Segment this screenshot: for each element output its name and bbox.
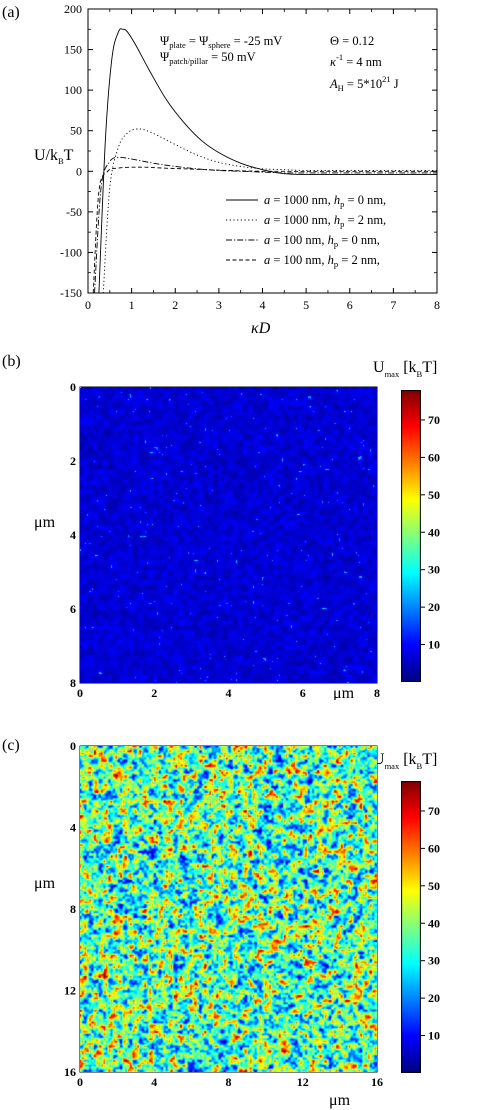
colorbar-tick-label: 70: [428, 413, 440, 427]
colorbar-title-c: Umax [kBT]: [373, 751, 437, 771]
heatmap-c: [80, 746, 377, 1072]
colorbar-tick-label: 40: [428, 525, 440, 539]
colorbar-tick-label: 10: [428, 1029, 440, 1043]
colorbar-tick-label: 20: [428, 991, 440, 1005]
y-tick-label: 100: [64, 83, 82, 97]
x-ticks-a: 0 1 2 3 4 5 6 7 8: [85, 9, 440, 312]
annotation-psi-1: Ψplate = Ψsphere = -25 mV: [160, 34, 282, 50]
colorbar-title-b: Umax [kBT]: [373, 359, 437, 379]
y-tick-label: 0: [76, 164, 82, 178]
colorbar-tick-label: 50: [428, 488, 440, 502]
annotation-theta: Θ = 0.12: [330, 34, 374, 48]
x-tick-label: 8: [434, 298, 440, 312]
y-tick-label: 6: [70, 602, 76, 616]
series-line-4: [92, 166, 437, 294]
x-tick-label: 12: [297, 1075, 309, 1089]
y-tick-label: 4: [70, 821, 76, 835]
x-tick-label: 3: [216, 298, 222, 312]
y-tick-label: 8: [70, 676, 76, 690]
x-tick-label: 8: [226, 1075, 232, 1089]
y-tick-label: 0: [70, 380, 76, 394]
plot-frame-a: [87, 8, 438, 294]
colorbar-tick-label: 30: [428, 563, 440, 577]
y-tick-label: 0: [70, 739, 76, 753]
colorbar-c: [401, 781, 421, 1073]
x-tick-label: 8: [374, 686, 380, 700]
colorbar-tick-label: 50: [428, 879, 440, 893]
x-tick-label: 4: [260, 298, 266, 312]
y-tick-label: 12: [64, 984, 76, 998]
colorbar-tick-label: 30: [428, 954, 440, 968]
x-tick-label: 7: [390, 298, 396, 312]
x-tick-label: 4: [226, 686, 232, 700]
y-tick-label: 2: [70, 454, 76, 468]
legend-label-3: a = 100 nm, hp = 0 nm,: [264, 233, 380, 249]
x-tick-label: 6: [347, 298, 353, 312]
x-tick-label: 0: [77, 686, 83, 700]
colorbar-tick-label: 60: [428, 450, 440, 464]
x-tick-label: 2: [151, 686, 157, 700]
y-tick-label: -100: [60, 245, 82, 259]
x-tick-label: 2: [172, 298, 178, 312]
series-line-2: [102, 128, 437, 294]
legend-a: a = 1000 nm, hp = 0 nm, a = 1000 nm, hp …: [226, 193, 386, 269]
x-axis-title-a: κD: [251, 320, 271, 337]
panel-label-c: (c): [2, 737, 20, 754]
x-tick-label: 16: [371, 1075, 383, 1089]
y-tick-label: 4: [70, 528, 76, 542]
x-axis-title-c: μm: [329, 1092, 351, 1109]
y-axis-title-c: μm: [34, 875, 56, 892]
x-tick-label: 6: [300, 686, 306, 700]
y-tick-label: 200: [64, 2, 82, 16]
colorbar-tick-label: 70: [428, 804, 440, 818]
annotation-psi-2: Ψpatch/pillar = 50 mV: [160, 50, 256, 66]
series-line-3: [94, 156, 437, 294]
panel-label-b: (b): [2, 353, 21, 370]
x-axis-title-b: μm: [333, 685, 355, 700]
y-axis-title-b: μm: [34, 514, 56, 531]
y-tick-label: 150: [64, 43, 82, 57]
x-tick-label: 4: [151, 1075, 157, 1089]
chart-a: (a) 200 150 100 50 0 -50 -100 -150 0 1 2 3 4 5 6 7 8 U/…: [2, 2, 440, 337]
heatmap-b: [80, 387, 377, 683]
y-tick-label: 50: [70, 124, 82, 138]
y-tick-label: 8: [70, 902, 76, 916]
legend-label-2: a = 1000 nm, hp = 2 nm,: [264, 213, 386, 229]
legend-label-1: a = 1000 nm, hp = 0 nm,: [264, 193, 386, 209]
series-group-a: [92, 28, 437, 294]
colorbar-b: [401, 390, 421, 682]
colorbar-tick-label: 10: [428, 638, 440, 652]
x-tick-label: 0: [77, 1075, 83, 1089]
y-tick-label: -150: [60, 286, 82, 300]
colorbar-tick-label: 20: [428, 600, 440, 614]
annotation-kappa: κ-1 = 4 nm: [330, 52, 382, 69]
colorbar-tick-label: 60: [428, 841, 440, 855]
annotation-hamaker: AH = 5*1021 J: [329, 74, 399, 93]
y-ticks-a: 200 150 100 50 0 -50 -100 -150: [60, 2, 437, 300]
y-axis-title-a: U/kBT: [34, 147, 74, 166]
x-tick-label: 5: [303, 298, 309, 312]
panel-label-a: (a): [2, 4, 20, 21]
y-tick-label: 16: [64, 1065, 76, 1079]
x-tick-label: 1: [129, 298, 135, 312]
y-tick-label: -50: [66, 205, 82, 219]
x-tick-label: 0: [85, 298, 91, 312]
series-line-1: [98, 28, 437, 294]
colorbar-tick-label: 40: [428, 916, 440, 930]
legend-label-4: a = 100 nm, hp = 2 nm,: [264, 253, 380, 269]
